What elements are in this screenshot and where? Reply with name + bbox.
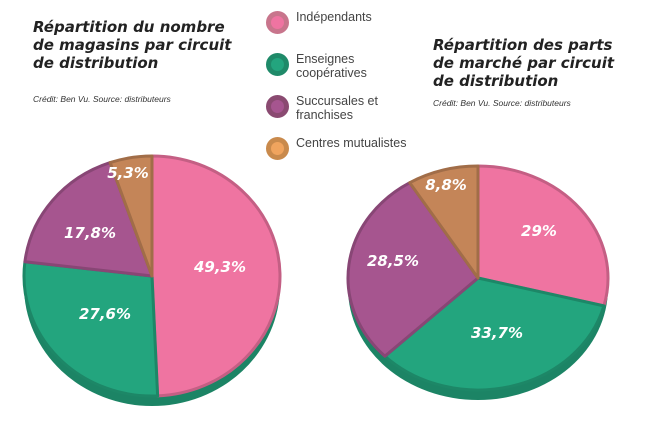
legend-item-succursales: Succursales et franchises bbox=[262, 90, 422, 132]
pie-2-label-2: 33,7% bbox=[471, 324, 523, 342]
pie-2-slice-2 bbox=[383, 276, 606, 392]
pie-1-slice-2 bbox=[22, 260, 160, 398]
pie-1-slice-1 bbox=[150, 154, 282, 398]
pie-1-label-3: 17,8% bbox=[64, 224, 116, 242]
pie-chart-1: 49,3% 27,6% 17,8% 5,3% bbox=[22, 154, 282, 406]
legend-label-succursales: Succursales et franchises bbox=[296, 94, 378, 122]
legend-item-independants: Indépendants bbox=[262, 6, 422, 48]
pie-2-slice-4 bbox=[408, 164, 480, 280]
pie-2-label-4: 8,8% bbox=[425, 176, 467, 194]
pie-2-label-3: 28,5% bbox=[367, 252, 419, 270]
legend-label-mutualistes: Centres mutualistes bbox=[296, 136, 407, 150]
chart-1-credit: Crédit: Ben Vu. Source: distributeurs bbox=[33, 94, 171, 104]
chart-2-title: Répartition des parts de marché par circ… bbox=[433, 36, 615, 90]
legend-label-independants: Indépendants bbox=[296, 10, 372, 24]
legend-swatch-independants bbox=[266, 11, 289, 34]
pie-1-label-1: 49,3% bbox=[193, 258, 246, 276]
chart-1-title: Répartition du nombre de magasins par ci… bbox=[33, 18, 232, 72]
chart-2-credit: Crédit: Ben Vu. Source: distributeurs bbox=[433, 98, 571, 108]
legend-swatch-mutualistes bbox=[266, 137, 289, 160]
pie-2-slice-3 bbox=[346, 181, 480, 358]
pie-1-label-4: 5,3% bbox=[107, 164, 149, 182]
legend: Indépendants Enseignes coopératives Succ… bbox=[262, 6, 422, 174]
pie-2-slice-1 bbox=[476, 164, 610, 308]
legend-label-cooperatives: Enseignes coopératives bbox=[296, 52, 367, 80]
pie-1-slice-4 bbox=[108, 154, 154, 278]
pie-1-label-2: 27,6% bbox=[79, 305, 131, 323]
legend-item-cooperatives: Enseignes coopératives bbox=[262, 48, 422, 90]
pie-2-label-1: 29% bbox=[521, 222, 557, 240]
legend-swatch-succursales bbox=[266, 95, 289, 118]
legend-item-mutualistes: Centres mutualistes bbox=[262, 132, 422, 174]
pie-chart-2: 29% 33,7% 28,5% 8,8% bbox=[346, 164, 610, 400]
legend-swatch-cooperatives bbox=[266, 53, 289, 76]
